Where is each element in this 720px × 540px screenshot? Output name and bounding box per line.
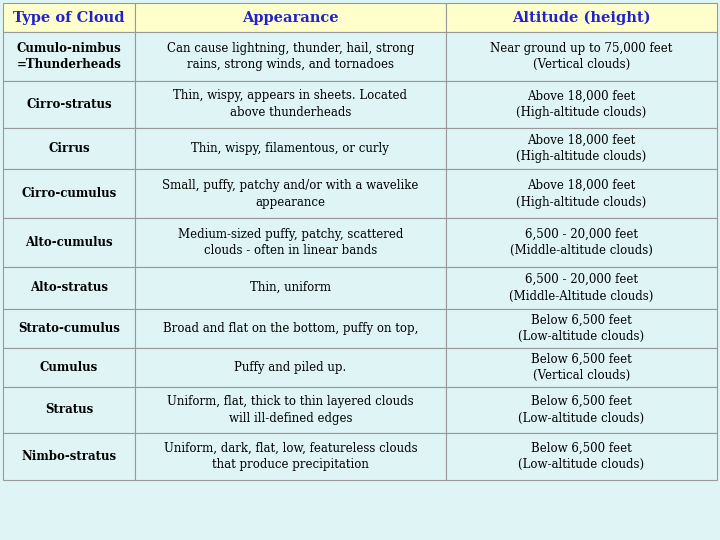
Text: Thin, wispy, filamentous, or curly: Thin, wispy, filamentous, or curly [192,142,390,155]
Bar [135,387,446,433]
Bar [135,348,446,387]
Text: 6,500 - 20,000 feet
(Middle-Altitude clouds): 6,500 - 20,000 feet (Middle-Altitude clo… [509,273,654,302]
Text: Small, puffy, patchy and/or with a wavelike
appearance: Small, puffy, patchy and/or with a wavel… [162,179,418,208]
Text: Alto-stratus: Alto-stratus [30,281,108,294]
Text: Above 18,000 feet
(High-altitude clouds): Above 18,000 feet (High-altitude clouds) [516,179,647,208]
Text: Below 6,500 feet
(Low-altitude clouds): Below 6,500 feet (Low-altitude clouds) [518,395,644,424]
Bar [3,32,135,81]
Text: Above 18,000 feet
(High-altitude clouds): Above 18,000 feet (High-altitude clouds) [516,90,647,119]
Text: Medium-sized puffy, patchy, scattered
clouds - often in linear bands: Medium-sized puffy, patchy, scattered cl… [178,228,403,257]
Text: Appearance: Appearance [242,11,338,25]
Bar [3,127,135,170]
Bar [446,433,717,480]
Bar [135,3,446,32]
Bar [3,81,135,127]
Bar [446,127,717,170]
Bar [446,81,717,127]
Bar [446,267,717,309]
Bar [446,32,717,81]
Bar [446,3,717,32]
Bar [446,218,717,267]
Bar [3,170,135,218]
Bar [446,348,717,387]
Text: Altitude (height): Altitude (height) [512,10,651,25]
Text: Below 6,500 feet
(Low-altitude clouds): Below 6,500 feet (Low-altitude clouds) [518,313,644,343]
Bar [135,170,446,218]
Text: Alto-cumulus: Alto-cumulus [25,236,113,249]
Bar [135,81,446,127]
Bar [3,218,135,267]
Text: Type of Cloud: Type of Cloud [13,11,125,25]
Text: Above 18,000 feet
(High-altitude clouds): Above 18,000 feet (High-altitude clouds) [516,134,647,163]
Text: Strato-cumulus: Strato-cumulus [18,322,120,335]
Bar [3,387,135,433]
Text: Thin, uniform: Thin, uniform [250,281,331,294]
Bar [135,127,446,170]
Bar [135,218,446,267]
Text: Nimbo-stratus: Nimbo-stratus [22,450,117,463]
Text: Below 6,500 feet
(Vertical clouds): Below 6,500 feet (Vertical clouds) [531,352,631,382]
Text: Thin, wispy, appears in sheets. Located
above thunderheads: Thin, wispy, appears in sheets. Located … [174,90,408,119]
Text: Uniform, flat, thick to thin layered clouds
will ill-defined edges: Uniform, flat, thick to thin layered clo… [167,395,414,424]
Bar [446,309,717,348]
Bar [446,170,717,218]
Bar [135,433,446,480]
Bar [446,387,717,433]
Bar [3,309,135,348]
Text: Near ground up to 75,000 feet
(Vertical clouds): Near ground up to 75,000 feet (Vertical … [490,42,672,71]
Bar [3,3,135,32]
Text: Cumulo-nimbus
=Thunderheads: Cumulo-nimbus =Thunderheads [17,42,122,71]
Bar [3,267,135,309]
Text: 6,500 - 20,000 feet
(Middle-altitude clouds): 6,500 - 20,000 feet (Middle-altitude clo… [510,228,653,257]
Bar [135,32,446,81]
Text: Below 6,500 feet
(Low-altitude clouds): Below 6,500 feet (Low-altitude clouds) [518,442,644,471]
Text: Cirro-stratus: Cirro-stratus [26,98,112,111]
Bar [3,433,135,480]
Text: Cirrus: Cirrus [48,142,90,155]
Text: Broad and flat on the bottom, puffy on top,: Broad and flat on the bottom, puffy on t… [163,322,418,335]
Text: Stratus: Stratus [45,403,93,416]
Text: Cirro-cumulus: Cirro-cumulus [22,187,117,200]
Text: Can cause lightning, thunder, hail, strong
rains, strong winds, and tornadoes: Can cause lightning, thunder, hail, stro… [167,42,414,71]
Text: Puffy and piled up.: Puffy and piled up. [234,361,346,374]
Bar [135,267,446,309]
Text: Uniform, dark, flat, low, featureless clouds
that produce precipitation: Uniform, dark, flat, low, featureless cl… [163,442,417,471]
Bar [135,309,446,348]
Bar [3,348,135,387]
Text: Cumulus: Cumulus [40,361,98,374]
